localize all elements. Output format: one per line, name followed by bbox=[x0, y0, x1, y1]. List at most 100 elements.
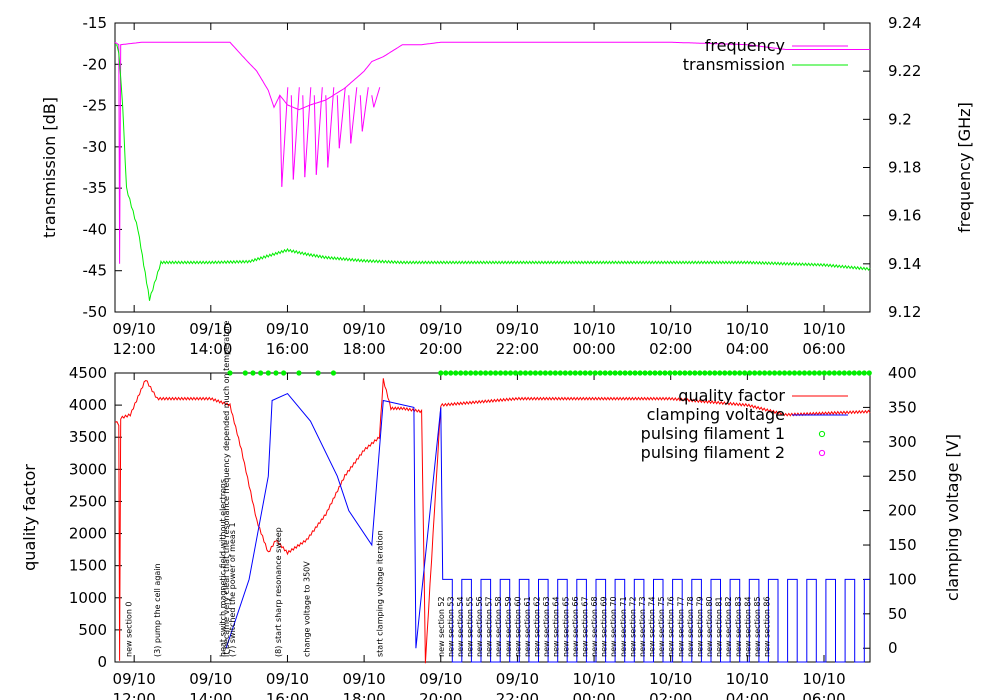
frequency-dip bbox=[290, 95, 294, 180]
top-x-tick-label-time: 04:00 bbox=[726, 340, 769, 358]
top-x-tick-label-date: 09/10 bbox=[113, 320, 156, 338]
pulsing-filament-1-point bbox=[487, 370, 494, 376]
bottom-y2-tick-label: 350 bbox=[888, 398, 917, 416]
top-x-tick-label-time: 14:00 bbox=[189, 340, 232, 358]
bottom-annotation: (7) switched the power of meas 1 bbox=[228, 522, 237, 657]
pulsing-filament-1-point bbox=[438, 370, 444, 376]
bottom-annotation: new section 70 bbox=[609, 596, 618, 657]
top-y-tick-label: -35 bbox=[83, 179, 108, 197]
pulsing-filament-1-point bbox=[330, 370, 337, 376]
bottom-annotation: new section 75 bbox=[657, 596, 666, 657]
top-y-tick-label: -30 bbox=[83, 138, 108, 156]
pulsing-filament-1-point bbox=[722, 370, 728, 376]
frequency-dip bbox=[361, 87, 369, 132]
bottom-y2-tick-label: 250 bbox=[888, 467, 917, 485]
bottom-annotation: new section 84 bbox=[743, 596, 752, 657]
pulsing-filament-1-point bbox=[652, 370, 658, 376]
pulsing-filament-1-point bbox=[766, 370, 773, 376]
frequency-dip bbox=[338, 87, 346, 149]
bottom-annotation: new section 62 bbox=[533, 596, 542, 657]
top-x-tick-label-date: 09/10 bbox=[266, 320, 309, 338]
pulsing-filament-1-point bbox=[512, 370, 519, 376]
pulsing-filament-1-point bbox=[547, 370, 553, 376]
bottom-y2-tick-label: 300 bbox=[888, 433, 917, 451]
top-x-tick-label-time: 06:00 bbox=[802, 340, 845, 358]
bottom-annotation: new section 79 bbox=[695, 596, 704, 657]
pulsing-filament-1-point bbox=[771, 370, 778, 376]
top-legend-label: frequency bbox=[705, 36, 785, 55]
bottom-annotation: new section 63 bbox=[542, 596, 551, 657]
pulsing-filament-1-point bbox=[677, 370, 683, 376]
pulsing-filament-1-point bbox=[468, 370, 474, 376]
pulsing-filament-1-point bbox=[742, 370, 748, 376]
bottom-annotation: new section 77 bbox=[676, 596, 685, 657]
bottom-annotation: new section 64 bbox=[552, 596, 561, 657]
pulsing-filament-1-point bbox=[227, 370, 233, 376]
pulsing-filament-1-point bbox=[473, 370, 479, 376]
pulsing-filament-1-point bbox=[552, 370, 558, 376]
pulsing-filament-1-point bbox=[781, 370, 788, 376]
bottom-x-tick-label-date: 10/10 bbox=[649, 670, 692, 688]
pulsing-filament-1-point bbox=[791, 370, 798, 376]
bottom-annotation: start clamping voltage iteration bbox=[375, 530, 384, 657]
pulsing-filament-1-point bbox=[602, 370, 608, 376]
bottom-annotation: change voltage to 350V bbox=[303, 561, 312, 657]
bottom-y2-tick-label: 150 bbox=[888, 536, 917, 554]
bottom-y-tick-label: 4000 bbox=[69, 396, 107, 414]
pulsing-filament-1-point bbox=[458, 370, 464, 376]
frequency-dip bbox=[279, 95, 283, 187]
bottom-annotation: new section 52 bbox=[437, 596, 446, 657]
pulsing-filament-1-point bbox=[622, 370, 628, 376]
bottom-annotation: new section 60 bbox=[513, 596, 522, 657]
bottom-annotation: new section 65 bbox=[561, 596, 570, 657]
bottom-x-tick-label-time: 06:00 bbox=[802, 690, 845, 700]
pulsing-filament-1-point bbox=[502, 370, 509, 376]
bottom-annotation: new section 58 bbox=[494, 596, 503, 657]
pulsing-filament-1-point bbox=[542, 370, 548, 376]
bottom-annotation: new section 53 bbox=[446, 596, 455, 657]
pulsing-filament-1-point bbox=[672, 370, 678, 376]
bottom-y2-tick-label: 0 bbox=[888, 639, 898, 657]
top-y-tick-label: -25 bbox=[83, 97, 108, 115]
pulsing-filament-1-point bbox=[856, 370, 862, 376]
bottom-annotation: new section 80 bbox=[705, 596, 714, 657]
bottom-y2label: clamping voltage [V] bbox=[943, 434, 962, 601]
bottom-x-tick-label-date: 09/10 bbox=[342, 670, 385, 688]
pulsing-filament-1-point bbox=[712, 370, 718, 376]
bottom-legend-label: pulsing filament 1 bbox=[641, 424, 785, 443]
bottom-x-tick-label-time: 12:00 bbox=[113, 690, 156, 700]
frequency-dip bbox=[313, 95, 317, 175]
bottom-x-tick-label-date: 09/10 bbox=[419, 670, 462, 688]
pulsing-filament-1-point bbox=[831, 370, 837, 376]
bottom-x-tick-label-time: 00:00 bbox=[572, 690, 615, 700]
pulsing-filament-1-point bbox=[443, 370, 449, 376]
top-x-tick-label-date: 10/10 bbox=[649, 320, 692, 338]
top-y-tick-label: -15 bbox=[83, 14, 108, 32]
bottom-x-tick-label-time: 04:00 bbox=[726, 690, 769, 700]
bottom-y-tick-label: 3500 bbox=[69, 428, 107, 446]
top-y-tick-label: -50 bbox=[83, 303, 108, 321]
top-y2-tick-label: 9.2 bbox=[888, 110, 912, 128]
top-x-tick-label-date: 09/10 bbox=[189, 320, 232, 338]
pulsing-filament-1-point bbox=[597, 370, 603, 376]
bottom-x-tick-label-date: 09/10 bbox=[189, 670, 232, 688]
bottom-y-tick-label: 0 bbox=[97, 653, 107, 671]
bottom-annotation: new section 81 bbox=[715, 596, 724, 657]
frequency-dip bbox=[348, 95, 352, 144]
pulsing-filament-1-point bbox=[582, 370, 588, 376]
top-x-tick-label-time: 12:00 bbox=[113, 340, 156, 358]
top-x-tick-label-time: 16:00 bbox=[266, 340, 309, 358]
bottom-annotation: new section 71 bbox=[619, 596, 628, 657]
bottom-annotation: new section 86 bbox=[763, 596, 772, 657]
top-y2-tick-label: 9.22 bbox=[888, 62, 921, 80]
frequency-dip bbox=[371, 95, 375, 108]
bottom-annotation: new section 69 bbox=[600, 596, 609, 657]
bottom-x-tick-label-time: 22:00 bbox=[496, 690, 539, 700]
pulsing-filament-1-point bbox=[727, 370, 733, 376]
bottom-y2-tick-label: 100 bbox=[888, 570, 917, 588]
bottom-legend-label: pulsing filament 2 bbox=[641, 443, 785, 462]
pulsing-filament-1-point bbox=[527, 370, 534, 376]
bottom-annotation: new section 83 bbox=[734, 596, 743, 657]
bottom-annotation: new section 59 bbox=[504, 596, 513, 657]
pulsing-filament-1-point bbox=[258, 370, 264, 376]
